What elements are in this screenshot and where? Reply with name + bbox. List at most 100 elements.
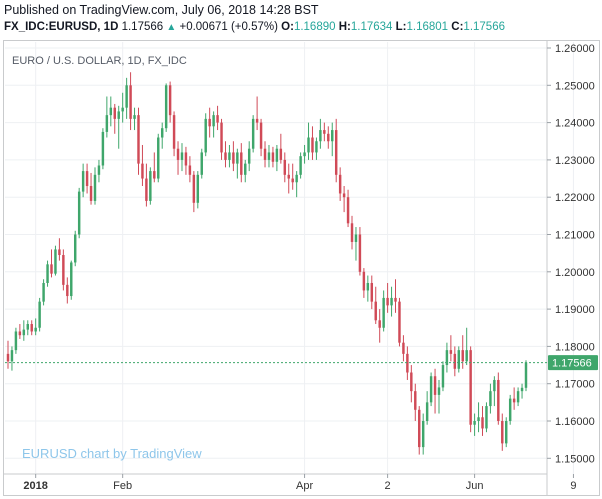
candle-body xyxy=(489,391,492,407)
candle-body xyxy=(319,130,322,142)
candle-body xyxy=(433,376,437,395)
candle-body xyxy=(129,85,132,119)
candle-body xyxy=(188,165,192,175)
published-line: Published on TradingView.com, July 06, 2… xyxy=(4,3,319,17)
candle xyxy=(279,133,283,164)
candle xyxy=(204,113,207,157)
candle-body xyxy=(469,350,472,425)
x-tick-label: Feb xyxy=(113,480,132,492)
candle xyxy=(350,215,354,250)
y-tick-label: 1.23000 xyxy=(555,155,595,167)
price-axis[interactable]: 1.26000 1.25000 1.24000 1.23000 1.22000 1.210… xyxy=(547,43,595,465)
candle xyxy=(457,346,461,373)
candle xyxy=(516,387,520,407)
x-tick-label: 2 xyxy=(385,480,391,492)
candle-body xyxy=(18,331,22,336)
candle xyxy=(390,286,393,317)
candle xyxy=(501,413,504,451)
candle-body xyxy=(338,174,342,194)
candle-body xyxy=(453,353,457,369)
candle xyxy=(81,163,85,198)
candle xyxy=(228,144,231,168)
chart-frame[interactable] xyxy=(3,40,600,496)
candle-body xyxy=(34,327,37,332)
candle-body xyxy=(145,178,148,201)
candle xyxy=(425,391,429,425)
time-axis[interactable]: 2018 Feb Apr 2 Jun 9 xyxy=(23,474,577,492)
candle xyxy=(386,282,389,313)
candle xyxy=(358,227,362,276)
last-price-tag-label: 1.17566 xyxy=(552,358,592,370)
candle-body xyxy=(358,234,362,272)
candle xyxy=(449,335,453,362)
candle-body xyxy=(216,115,219,123)
candle-body xyxy=(414,391,417,410)
candle-body xyxy=(307,137,310,153)
chart-title: EURO / U.S. DOLLAR, 1D, FX_IDC xyxy=(12,55,187,67)
grid-lines xyxy=(5,42,574,474)
candle-body xyxy=(378,320,381,328)
candle xyxy=(149,167,152,205)
y-tick-label: 1.17000 xyxy=(555,379,595,391)
candle xyxy=(477,402,480,433)
open-value: 1.16890 xyxy=(293,21,336,33)
candle xyxy=(220,118,223,160)
candle-body xyxy=(354,234,358,242)
candle-body xyxy=(240,152,243,175)
candle-body xyxy=(295,174,298,183)
y-tick-label: 1.24000 xyxy=(555,118,595,130)
candle xyxy=(66,277,69,304)
candle xyxy=(512,387,516,410)
candle xyxy=(505,417,508,448)
candle-body xyxy=(263,148,267,160)
candle xyxy=(354,227,358,261)
candle-body xyxy=(421,421,425,448)
symbol-label: FX_IDC:EURUSD, 1D xyxy=(4,21,119,33)
candle-body xyxy=(323,130,326,134)
candle xyxy=(307,122,310,160)
candle xyxy=(508,394,512,425)
candle xyxy=(62,249,65,291)
candle xyxy=(283,152,287,183)
candle xyxy=(184,146,188,175)
candle xyxy=(109,96,113,127)
candle xyxy=(303,144,306,164)
candle-body xyxy=(62,255,65,285)
candle-body xyxy=(425,402,429,421)
candle-body xyxy=(172,115,176,149)
candle-body xyxy=(374,301,377,321)
candle xyxy=(145,163,148,207)
candle xyxy=(200,148,203,179)
candle xyxy=(461,335,464,369)
candle-body xyxy=(516,391,520,403)
candle-body xyxy=(160,128,164,138)
candle xyxy=(212,111,215,138)
candle-body xyxy=(164,85,168,129)
candle xyxy=(50,249,53,278)
candle xyxy=(520,383,524,399)
candle-body xyxy=(418,409,421,448)
candle-body xyxy=(255,118,259,123)
candle xyxy=(445,342,449,373)
x-tick-label: Jun xyxy=(466,480,484,492)
candle-body xyxy=(247,148,251,164)
candle xyxy=(58,238,61,261)
candle xyxy=(263,141,267,168)
y-tick-label: 1.26000 xyxy=(555,43,595,55)
candle-body xyxy=(93,174,97,201)
candle-body xyxy=(204,118,207,153)
candle-body xyxy=(168,85,172,116)
candle-body xyxy=(386,297,389,306)
candle-body xyxy=(350,223,354,242)
x-tick-label: Apr xyxy=(296,480,313,492)
candle xyxy=(117,105,120,149)
candle-body xyxy=(382,297,385,328)
candle xyxy=(160,122,164,149)
candle-body xyxy=(70,262,73,297)
candle-body xyxy=(445,350,449,366)
candle-body xyxy=(390,297,393,306)
candle-body xyxy=(279,148,283,160)
candle-body xyxy=(331,130,334,142)
candle xyxy=(485,402,488,433)
